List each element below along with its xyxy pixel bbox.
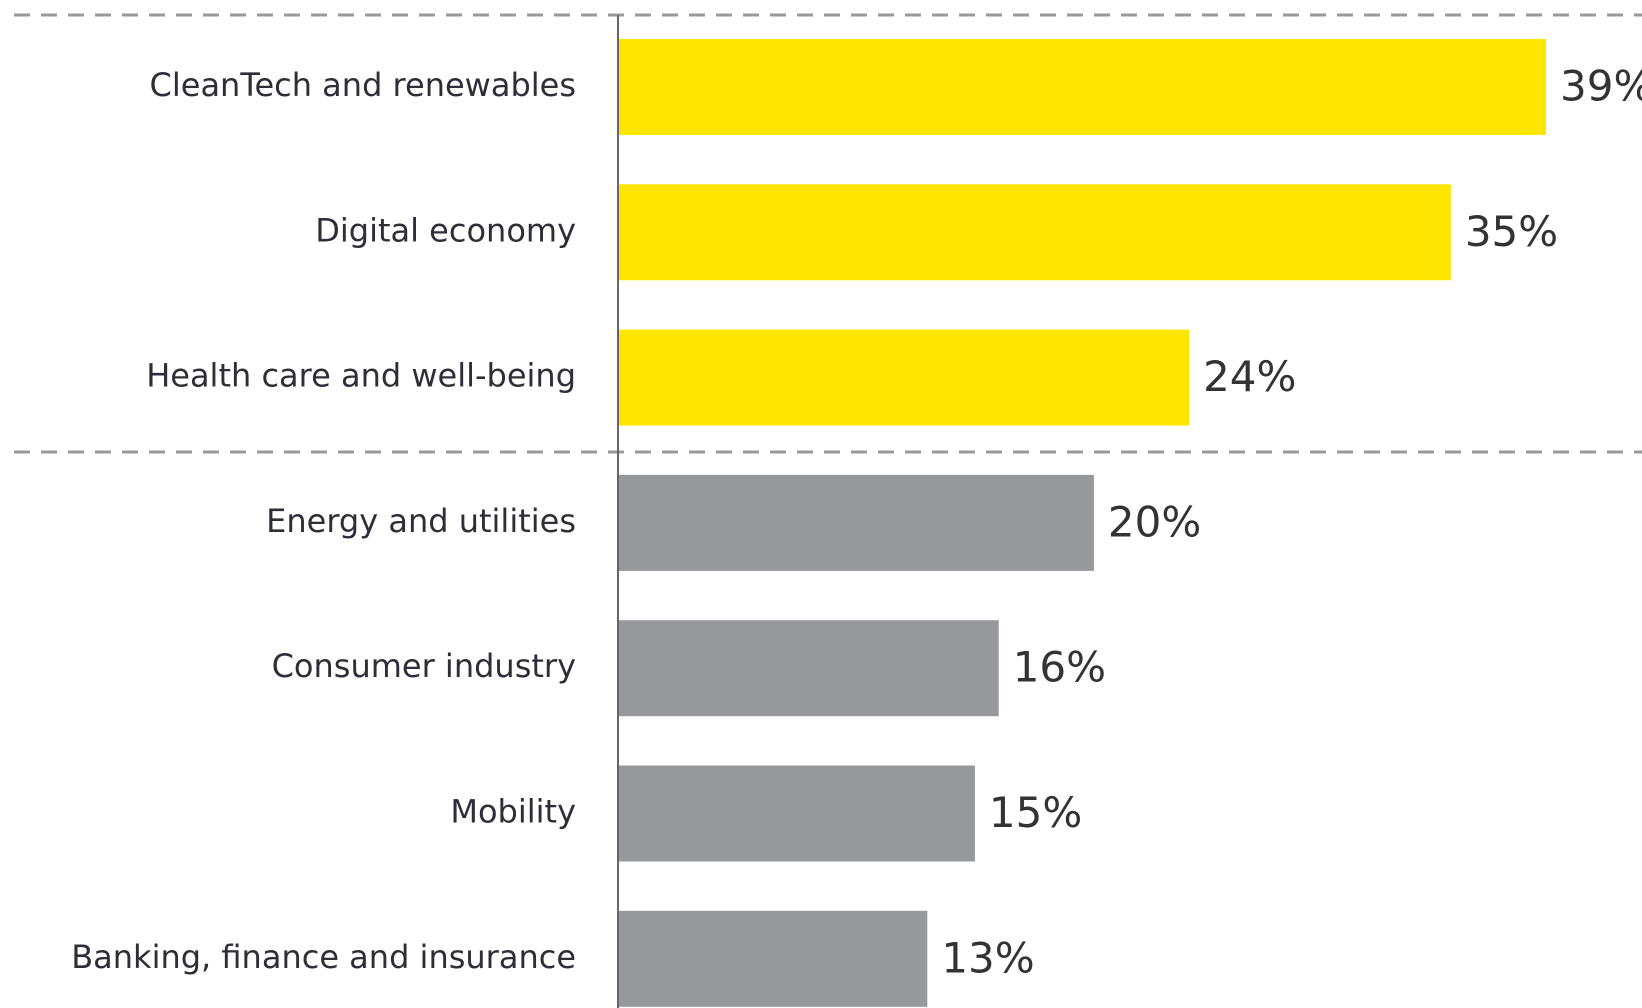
value-label: 16% — [1013, 643, 1106, 692]
category-label: Digital economy — [315, 211, 576, 249]
bar — [618, 474, 1094, 571]
category-label: Consumer industry — [272, 647, 576, 685]
value-label: 13% — [941, 933, 1034, 982]
category-label: Energy and utilities — [266, 502, 576, 540]
bar — [618, 620, 999, 717]
bar — [618, 910, 928, 1007]
value-label: 24% — [1203, 352, 1296, 401]
value-label: 15% — [989, 788, 1082, 837]
category-label: Mobility — [450, 793, 576, 831]
category-label: Banking, finance and insurance — [71, 938, 576, 976]
value-label: 20% — [1108, 497, 1201, 546]
category-label: Health care and well-being — [146, 357, 576, 395]
bar — [618, 329, 1190, 426]
bar — [618, 765, 975, 862]
bar — [618, 184, 1451, 281]
bar — [618, 39, 1546, 135]
value-label: 39% — [1560, 62, 1642, 111]
value-label: 35% — [1465, 207, 1558, 256]
category-label: CleanTech and renewables — [150, 66, 576, 104]
